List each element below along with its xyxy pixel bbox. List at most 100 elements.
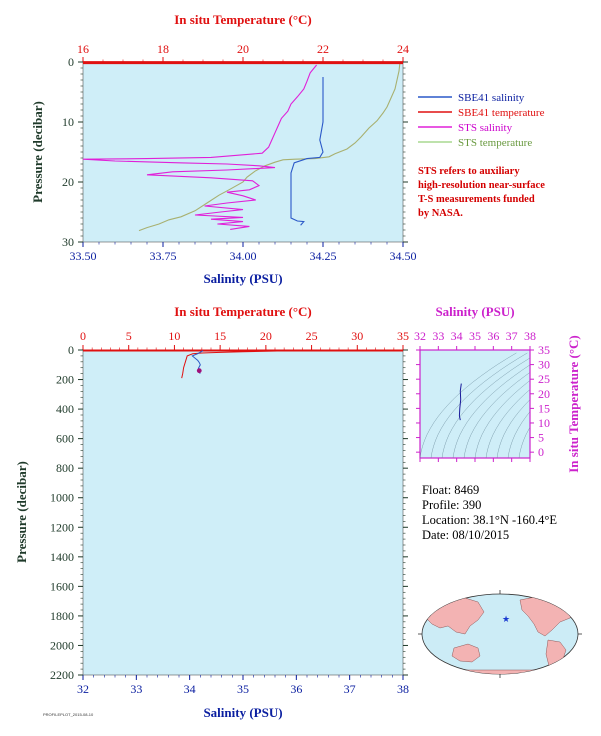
bottom-pres-tick-label: 1800 [50,609,74,623]
bottom-temp-tick-label: 0 [80,329,86,343]
bottom-sal-tick-label: 34 [184,682,196,696]
sts-note-line-4: by NASA. [418,208,463,219]
bottom-temp-tick-label: 5 [126,329,132,343]
bottom-sal-tick-label: 35 [237,682,249,696]
sts-note-line-2: high-resolution near-surface [418,180,545,191]
ts-contour [474,380,530,458]
top-series-sts-temperature [138,63,401,232]
ts-contour [420,352,517,458]
ts-contour [441,357,530,458]
ts-temp-tick-label: 15 [538,401,550,415]
ts-salinity-axis-title: Salinity (PSU) [435,304,514,319]
top-series-sts-salinity [82,64,318,230]
bottom-sal-tick-label: 38 [397,682,409,696]
bottom-series-group [83,349,403,379]
ts-sal-tick-label: 38 [524,329,536,343]
bottom-pres-tick-label: 1000 [50,491,74,505]
ts-series-group [458,383,462,421]
top-sal-tick-label: 33.75 [150,249,177,263]
ts-contour [485,389,530,458]
float-info: Float: 8469 Profile: 390 Location: 38.1°… [422,483,557,542]
top-temp-tick-label: 22 [317,42,329,56]
bottom-series-sbe41-temperature [181,349,317,379]
bottom-panel: 0 5 10 15 20 25 30 35 32 33 34 35 36 37 38 0 200 400 600 80… [14,304,409,720]
top-sal-tick-label: 34.50 [390,249,417,263]
top-temp-tick-label: 16 [77,42,89,56]
bottom-pres-tick-label: 200 [56,373,74,387]
profile-number: Profile: 390 [422,498,481,512]
bottom-sal-tick-label: 36 [290,682,302,696]
legend-label-sbe41-salinity: SBE41 salinity [458,92,525,104]
ts-contour [518,426,530,458]
bottom-pres-tick-label: 600 [56,432,74,446]
bottom-profile-marker [196,368,202,374]
ts-temp-tick-label: 25 [538,372,550,386]
top-pres-tick-label: 20 [62,175,74,189]
ts-contour [463,372,530,458]
top-temp-tick-label: 18 [157,42,169,56]
top-series-sbe41-salinity [290,77,324,226]
bottom-sal-tick-label: 32 [77,682,89,696]
float-id: Float: 8469 [422,483,479,497]
bottom-temp-tick-label: 10 [168,329,180,343]
bottom-pres-tick-label: 400 [56,402,74,416]
ts-plot-area [419,349,531,459]
bottom-temp-tick-label: 15 [214,329,226,343]
profile-date: Date: 08/10/2015 [422,528,509,542]
sts-note: STS refers to auxiliary high-resolution … [418,166,545,219]
bottom-ticks-group: 0 5 10 15 20 25 30 35 32 33 34 35 36 37 38 0 200 400 600 80… [50,329,409,696]
bottom-sal-tick-label: 37 [344,682,356,696]
ts-temp-tick-label: 35 [538,343,550,357]
ts-temp-tick-label: 10 [538,416,550,430]
ts-sal-tick-label: 37 [506,329,518,343]
bottom-pres-tick-label: 0 [68,343,74,357]
ts-temp-tick-label: 5 [538,431,544,445]
top-panel: 16 18 20 22 24 33.50 33.75 34.00 34.25 34.50 0 10 20… [30,12,417,286]
ts-temp-tick-label: 20 [538,387,550,401]
ts-sal-tick-label: 35 [469,329,481,343]
top-pres-tick-label: 10 [62,115,74,129]
world-map: ★ [418,590,582,678]
bottom-pres-tick-label: 1200 [50,520,74,534]
location: Location: 38.1°N -160.4°E [422,513,557,527]
top-series-group [82,61,403,232]
bottom-temp-tick-label: 20 [260,329,272,343]
sts-note-line-1: STS refers to auxiliary [418,166,520,177]
ts-density-contours [420,352,530,458]
top-temperature-axis-title: In situ Temperature (°C) [174,12,312,27]
map-land-australia [451,643,481,663]
top-pressure-axis-title: Pressure (decibar) [30,101,45,203]
bottom-temp-tick-label: 30 [351,329,363,343]
bottom-temp-tick-label: 35 [397,329,409,343]
legend-label-sts-salinity: STS salinity [458,122,513,134]
ts-contour [430,352,528,458]
top-temp-tick-label: 24 [397,42,409,56]
ts-series-curve [458,383,462,421]
map-float-marker: ★ [502,615,510,625]
ts-temp-tick-label: 0 [538,445,544,459]
bottom-pres-tick-label: 2200 [50,668,74,682]
ts-sal-tick-label: 33 [432,329,444,343]
top-plot-area [82,61,404,243]
bottom-salinity-axis-title: Salinity (PSU) [203,705,282,720]
ts-contour [452,364,530,458]
top-ticks-group: 16 18 20 22 24 33.50 33.75 34.00 34.25 34.50 0 10 20… [62,42,417,263]
ts-contour [496,399,530,458]
ts-sal-tick-label: 36 [487,329,499,343]
top-pres-tick-label: 30 [62,235,74,249]
ts-temp-tick-label: 30 [538,358,550,372]
top-pres-tick-label: 0 [68,55,74,69]
legend: SBE41 salinity SBE41 temperature STS sal… [418,92,545,149]
legend-label-sbe41-temperature: SBE41 temperature [458,107,545,119]
legend-label-sts-temperature: STS temperature [458,137,532,149]
bottom-sal-tick-label: 33 [130,682,142,696]
ts-contour [507,411,530,458]
bottom-temp-tick-label: 25 [306,329,318,343]
bottom-pres-tick-label: 800 [56,461,74,475]
ts-sal-tick-label: 34 [451,329,463,343]
bottom-plot-area [82,349,404,676]
bottom-pres-tick-label: 2000 [50,638,74,652]
